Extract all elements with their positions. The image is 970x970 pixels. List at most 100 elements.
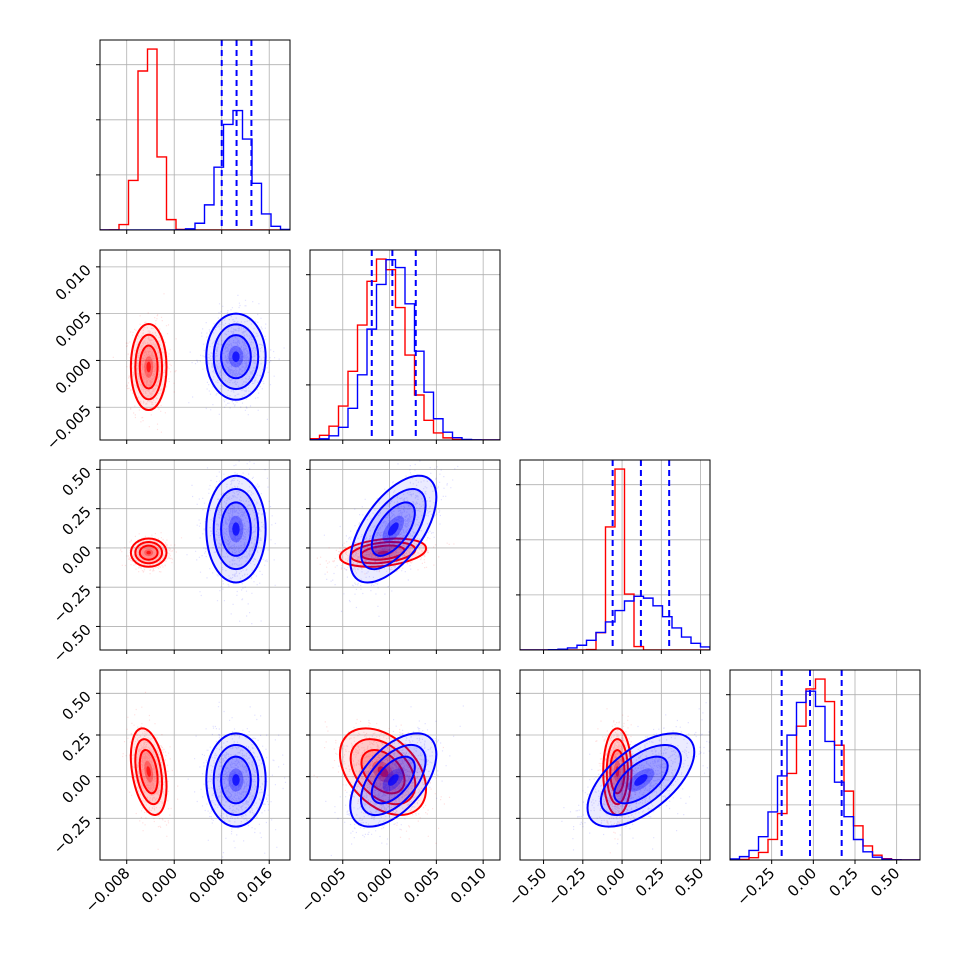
density-peak-series_b <box>232 774 240 786</box>
contour-series_b <box>220 334 252 380</box>
x-tick-label: 0.000 <box>353 864 396 907</box>
scatter-points-series_b <box>325 705 464 857</box>
y-tick-label: 0.000 <box>52 355 95 398</box>
histogram-series_b <box>100 109 290 230</box>
x-tick-label: 0.50 <box>671 864 707 900</box>
x-tick-label: 0.25 <box>825 864 861 900</box>
panel-background <box>310 460 500 650</box>
scatter-points-series_b <box>323 460 459 617</box>
panel-2-1 <box>306 459 501 654</box>
contour-series_b <box>205 732 267 828</box>
y-tick-label: 0.010 <box>52 261 95 304</box>
contour-series_b <box>212 744 260 816</box>
panel-frame <box>99 669 291 861</box>
panel-content <box>112 293 285 433</box>
contour-series_a <box>609 749 626 795</box>
contour-series_a <box>138 749 159 795</box>
contour-series_b <box>205 474 267 584</box>
x-tick-label: 0.25 <box>632 864 668 900</box>
contour-series_b <box>220 755 252 805</box>
scatter-points-series_a <box>313 718 451 844</box>
panel-content <box>120 460 277 625</box>
contour-series_b <box>349 474 438 584</box>
contour-series_a <box>134 541 164 565</box>
y-tick-label: −0.25 <box>50 812 95 857</box>
x-tick-label: 0.00 <box>593 864 629 900</box>
panel-frame <box>519 669 711 861</box>
scatter-points-series_a <box>112 293 177 433</box>
panel-3-2: −0.50−0.25 0.00 0.25 0.50 <box>505 669 711 909</box>
panel-3-0: −0.008 0.000 0.008 0.016 −0.25 0.00 0.25 0.50 <box>50 669 291 916</box>
contour-series_a <box>129 537 168 568</box>
contour-series_a <box>349 738 417 806</box>
y-tick-label: 0.00 <box>58 542 94 578</box>
contour-series_b <box>370 755 416 805</box>
density-peak-series_a <box>146 550 151 555</box>
panel-background <box>100 40 290 230</box>
panel-2-2 <box>516 459 711 654</box>
contour-series_b <box>613 755 669 805</box>
contour-series_a <box>134 738 164 806</box>
panel-background <box>100 250 290 440</box>
panel-content <box>122 691 287 858</box>
panel-content <box>561 702 710 854</box>
contour-series_b <box>599 743 682 816</box>
contour-series_b <box>212 488 260 571</box>
panel-background <box>520 670 710 860</box>
contour-series_b <box>212 323 260 390</box>
panel-content <box>100 40 290 230</box>
y-tick-label: −0.005 <box>43 401 95 453</box>
contour-series_b <box>220 501 252 557</box>
x-tick-label: −0.25 <box>733 864 778 909</box>
density-peak-series_a <box>377 550 389 555</box>
contour-series_b <box>370 501 416 557</box>
panel-frame <box>99 459 291 651</box>
density-peak-series_b <box>232 351 240 363</box>
contour-series_a <box>129 322 168 412</box>
contour-series_b <box>360 744 427 817</box>
panel-2-0: −0.50−0.250.000.250.50 <box>50 459 291 666</box>
x-tick-label: 0.005 <box>400 864 443 907</box>
panel-3-1: −0.005 0.000 0.005 0.010 <box>298 669 501 916</box>
y-tick-label: 0.005 <box>52 308 95 351</box>
panel-frame <box>309 669 501 861</box>
x-tick-label: −0.25 <box>544 864 589 909</box>
histogram-series_a <box>520 468 710 650</box>
panel-0-0 <box>96 39 291 234</box>
density-peak-series_a <box>146 361 151 373</box>
x-tick-label: 0.016 <box>233 864 276 907</box>
panel-content <box>316 460 459 617</box>
panel-frame <box>729 669 921 861</box>
histogram-series_a <box>100 48 290 230</box>
panel-frame <box>309 249 501 441</box>
panel-1-1 <box>306 249 501 444</box>
contour-series_b <box>349 732 438 828</box>
y-tick-label: 0.25 <box>58 503 94 539</box>
contour-series_a <box>138 344 159 390</box>
y-tick-label: 0.50 <box>58 687 94 723</box>
y-tick-label: −0.50 <box>50 621 95 666</box>
panel-frame <box>309 459 501 651</box>
scatter-points-series_a <box>595 708 640 854</box>
x-tick-label: 0.008 <box>185 864 228 907</box>
x-tick-label: 0.010 <box>447 864 490 907</box>
density-peak-series_b <box>232 522 240 536</box>
contour-series_a <box>129 727 168 817</box>
panel-3-3: −0.25 0.00 0.25 0.50 <box>726 669 921 909</box>
contour-series_b <box>205 312 267 401</box>
contour-series_a <box>338 727 428 816</box>
scatter-points-series_b <box>187 701 287 858</box>
density-peak-series_b <box>634 774 648 786</box>
density-peak-series_b <box>387 522 399 536</box>
histogram-series_b <box>730 690 920 860</box>
y-tick-label: 0.50 <box>58 464 94 500</box>
panel-content <box>730 670 920 860</box>
x-tick-label: −0.008 <box>82 864 134 916</box>
density-peak-series_a <box>377 766 389 778</box>
panel-frame <box>519 459 711 651</box>
x-tick-label: 0.50 <box>867 864 903 900</box>
y-tick-label: 0.25 <box>58 729 94 765</box>
contour-series_b <box>360 488 427 571</box>
